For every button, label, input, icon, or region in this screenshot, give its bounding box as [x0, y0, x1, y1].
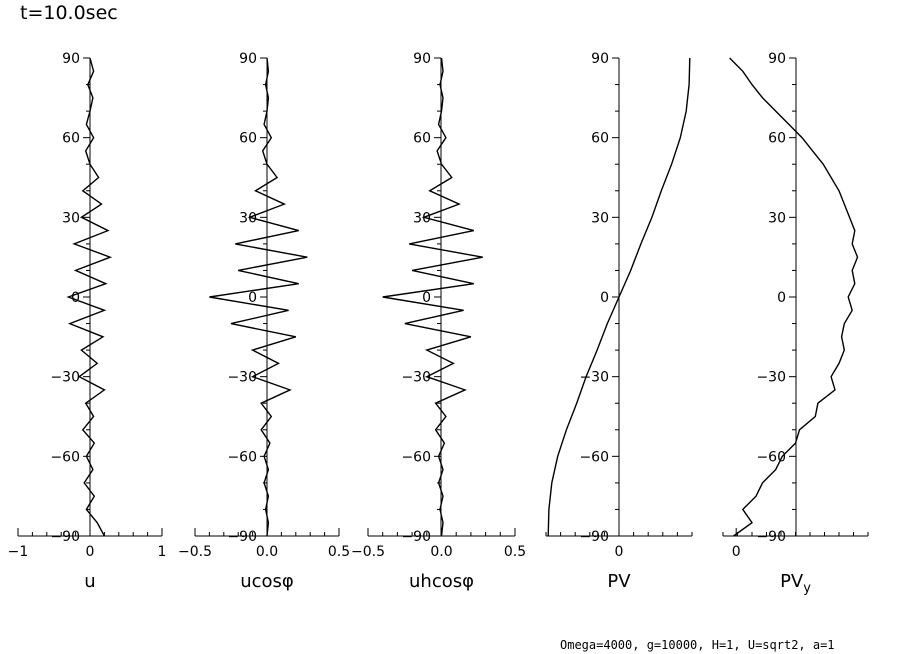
y-tick-label: −60	[401, 449, 431, 465]
y-tick-label: −90	[50, 529, 80, 545]
x-tick-label: 1	[158, 544, 167, 560]
parameter-footer: Omega=4000, g=10000, H=1, U=sqrt2, a=1	[560, 638, 835, 652]
x-tick-label: 0	[732, 544, 741, 560]
y-tick-label: 60	[62, 131, 80, 147]
y-tick-label: −60	[50, 449, 80, 465]
x-axis-label: PV	[607, 571, 631, 592]
y-tick-label: −30	[50, 370, 80, 386]
y-tick-label: 30	[591, 210, 609, 226]
y-tick-label: −90	[401, 529, 431, 545]
y-tick-label: 90	[239, 51, 257, 67]
y-tick-label: −60	[227, 449, 257, 465]
y-tick-label: 0	[71, 290, 80, 306]
y-tick-label: 30	[413, 210, 431, 226]
x-tick-label: 0	[615, 544, 624, 560]
x-axis-label: PVy	[780, 571, 811, 596]
profile-line	[66, 57, 113, 537]
x-axis-label: u	[84, 571, 95, 592]
x-tick-label: 0.5	[328, 544, 350, 560]
time-label: t=10.0sec	[20, 2, 118, 24]
profile-line	[547, 57, 691, 537]
profile-line	[729, 57, 859, 537]
y-tick-label: −30	[756, 370, 786, 386]
y-tick-label: 90	[591, 51, 609, 67]
y-tick-label: 0	[248, 290, 257, 306]
y-tick-label: −60	[756, 449, 786, 465]
y-tick-label: 60	[591, 131, 609, 147]
y-tick-label: −60	[579, 449, 609, 465]
y-tick-label: 60	[239, 131, 257, 147]
x-tick-label: −0.5	[178, 544, 212, 560]
x-tick-label: 0	[86, 544, 95, 560]
x-axis-label-subscript: y	[803, 581, 811, 596]
y-tick-label: 60	[768, 131, 786, 147]
y-tick-label: −30	[227, 370, 257, 386]
y-tick-label: −90	[579, 529, 609, 545]
y-tick-label: 0	[422, 290, 431, 306]
y-tick-label: 0	[600, 290, 609, 306]
y-tick-label: 90	[413, 51, 431, 67]
x-axis-label: ucosφ	[240, 571, 294, 592]
y-tick-label: 0	[777, 290, 786, 306]
y-tick-label: 90	[768, 51, 786, 67]
y-tick-label: −90	[756, 529, 786, 545]
y-tick-label: 30	[239, 210, 257, 226]
x-tick-label: 0.5	[504, 544, 526, 560]
y-tick-label: 60	[413, 131, 431, 147]
y-tick-label: 30	[768, 210, 786, 226]
x-tick-label: −0.5	[351, 544, 385, 560]
y-tick-label: −90	[227, 529, 257, 545]
profile-line	[382, 57, 483, 537]
x-tick-label: 0.0	[256, 544, 278, 560]
y-tick-label: 30	[62, 210, 80, 226]
y-tick-label: 90	[62, 51, 80, 67]
y-tick-label: −30	[401, 370, 431, 386]
x-tick-label: 0.0	[430, 544, 452, 560]
x-tick-label: −1	[8, 544, 29, 560]
profile-line	[209, 57, 308, 537]
x-axis-label: uhcosφ	[409, 571, 474, 592]
